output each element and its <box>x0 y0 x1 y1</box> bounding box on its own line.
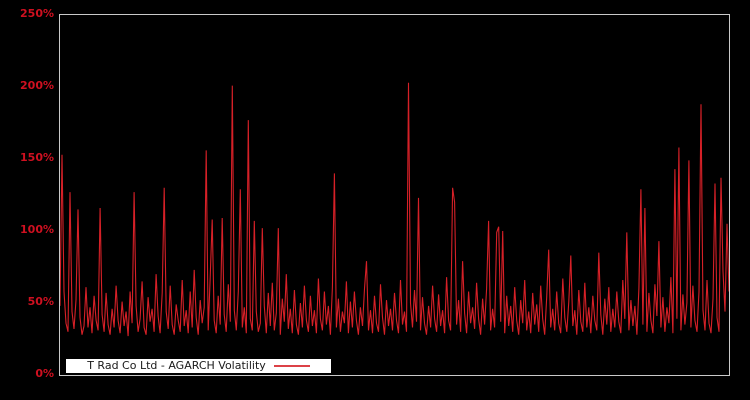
legend-line-sample-icon <box>273 365 310 367</box>
volatility-series-line <box>60 82 729 337</box>
y-tick-label-250: 250% <box>20 7 54 20</box>
series-svg <box>60 82 729 337</box>
y-tick-label-100: 100% <box>20 223 54 236</box>
y-tick-label-0: 0% <box>35 367 54 380</box>
y-tick-label-200: 200% <box>20 79 54 92</box>
y-axis: 250% 200% 150% 100% 50% 0% <box>0 0 54 400</box>
y-tick-label-150: 150% <box>20 151 54 164</box>
legend-box: T Rad Co Ltd - AGARCH Volatility <box>65 358 332 374</box>
legend-label: T Rad Co Ltd - AGARCH Volatility <box>87 359 266 372</box>
chart-plot-area: T Rad Co Ltd - AGARCH Volatility <box>59 14 730 376</box>
y-tick-label-50: 50% <box>27 295 54 308</box>
